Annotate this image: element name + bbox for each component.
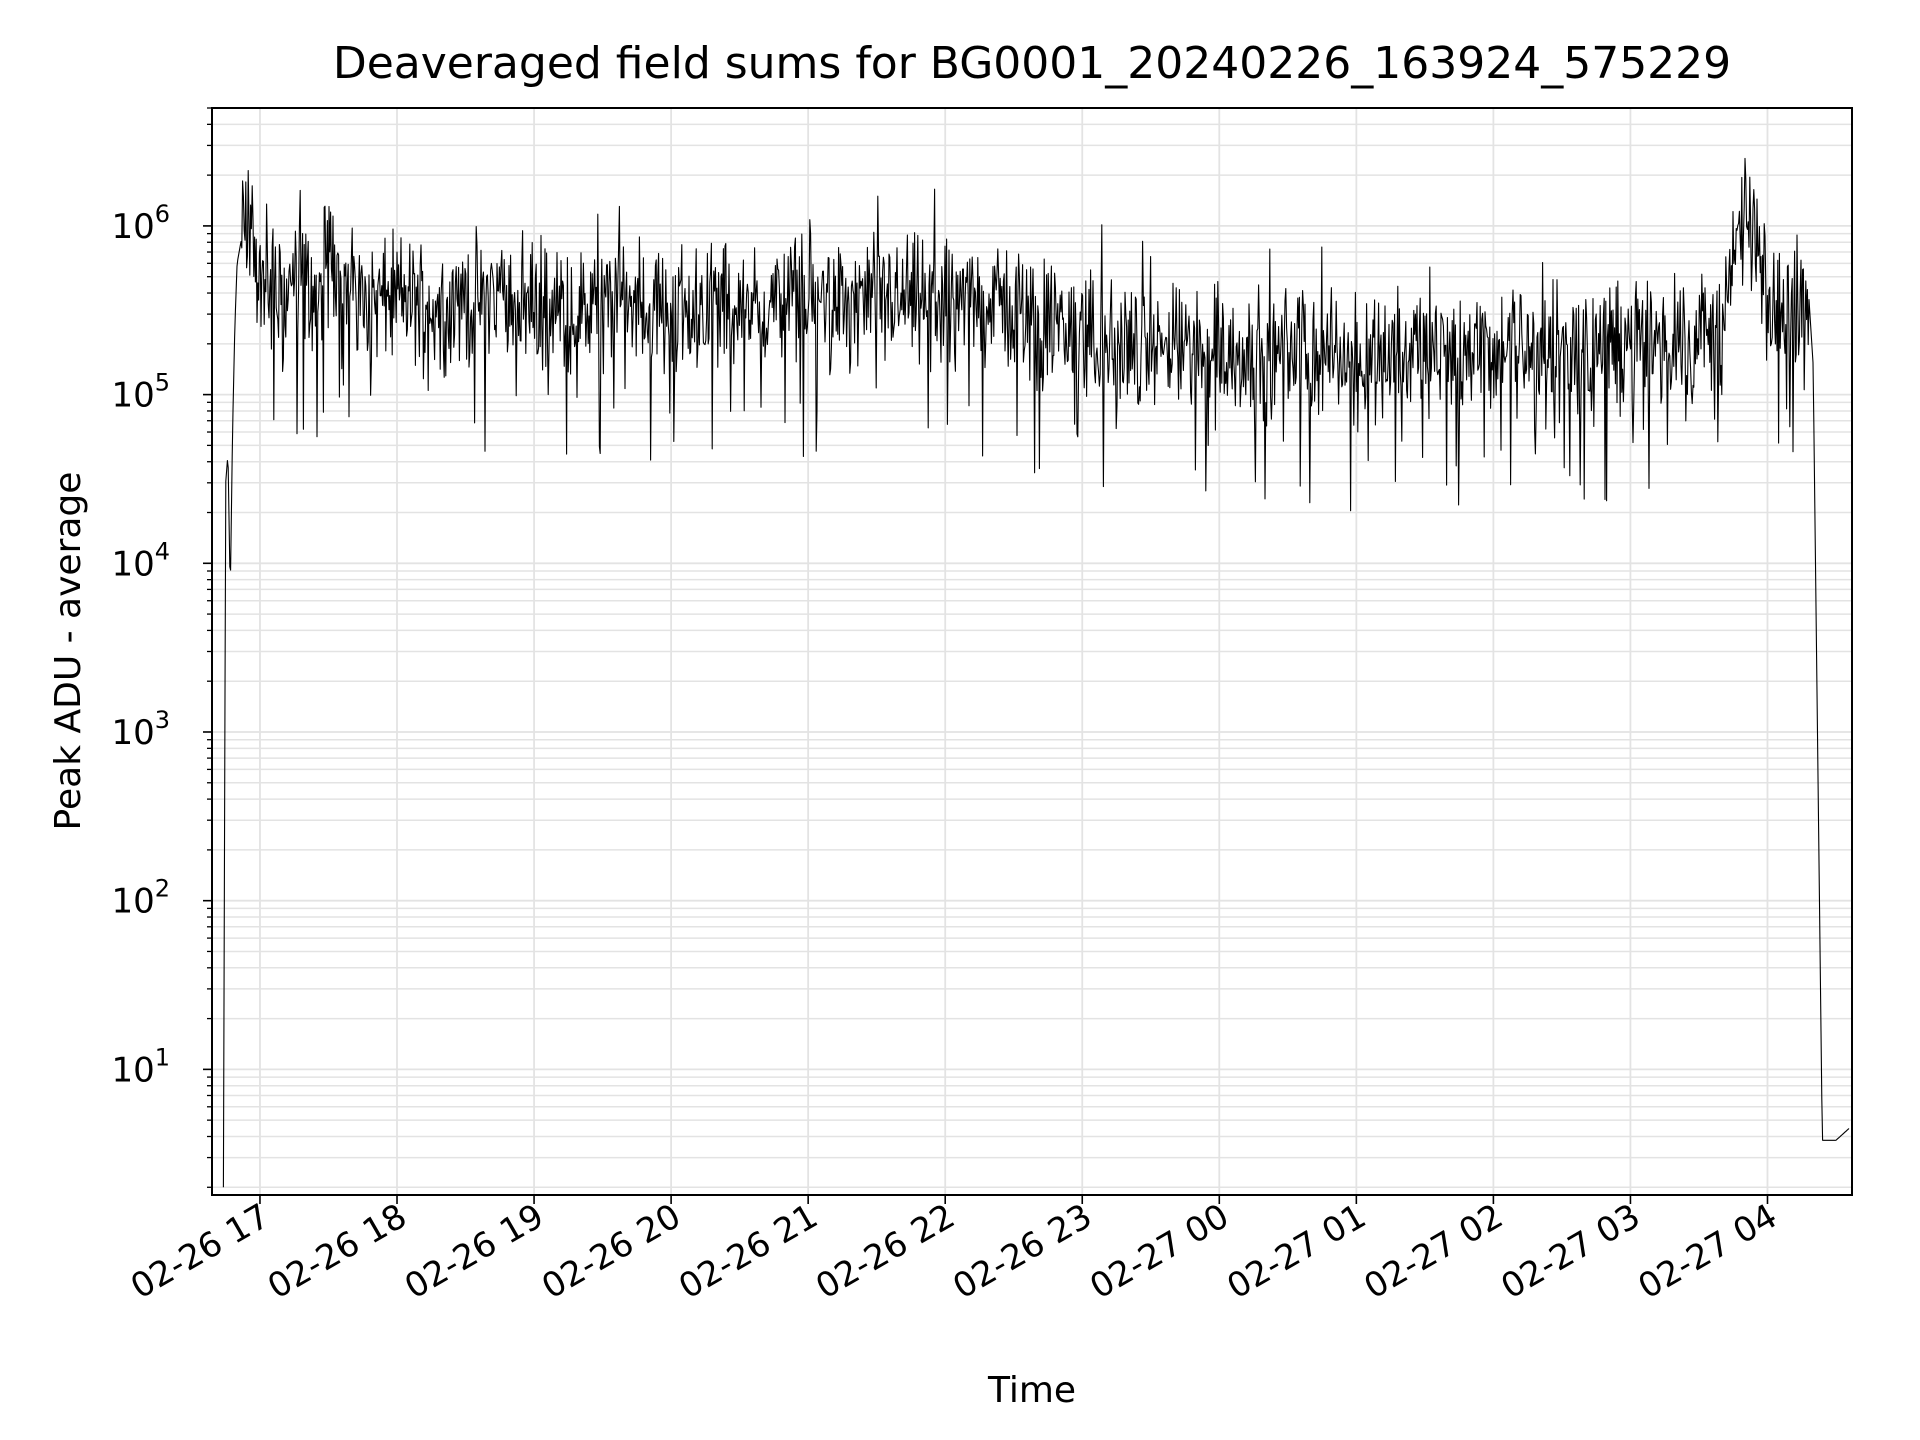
y-tick-label-exponent: 3 xyxy=(155,706,170,734)
y-tick-label-base: 10 xyxy=(111,207,154,247)
y-tick-label-exponent: 5 xyxy=(155,369,170,397)
y-tick-label-base: 10 xyxy=(111,1050,154,1090)
y-tick-label-base: 10 xyxy=(111,882,154,922)
y-tick-label: 102 xyxy=(111,875,170,922)
y-tick-label-base: 10 xyxy=(111,713,154,753)
series-line xyxy=(222,157,1850,1188)
y-tick-label-exponent: 2 xyxy=(155,875,170,903)
y-tick-label: 101 xyxy=(111,1043,170,1090)
x-axis-label: Time xyxy=(987,1370,1076,1411)
y-tick-label-base: 10 xyxy=(111,544,154,584)
y-tick-label: 104 xyxy=(111,537,170,584)
y-tick-label: 106 xyxy=(111,200,170,247)
chart-title: Deaveraged field sums for BG0001_2024022… xyxy=(333,38,1731,89)
y-tick-label-base: 10 xyxy=(111,376,154,416)
y-tick-label-exponent: 6 xyxy=(155,200,170,228)
y-tick-label: 103 xyxy=(111,706,170,753)
y-tick-label-exponent: 4 xyxy=(155,537,170,565)
y-axis-label: Peak ADU - average xyxy=(48,472,89,831)
y-tick-label: 105 xyxy=(111,369,170,416)
grid xyxy=(212,107,1852,1195)
y-tick-label-exponent: 1 xyxy=(155,1043,170,1071)
